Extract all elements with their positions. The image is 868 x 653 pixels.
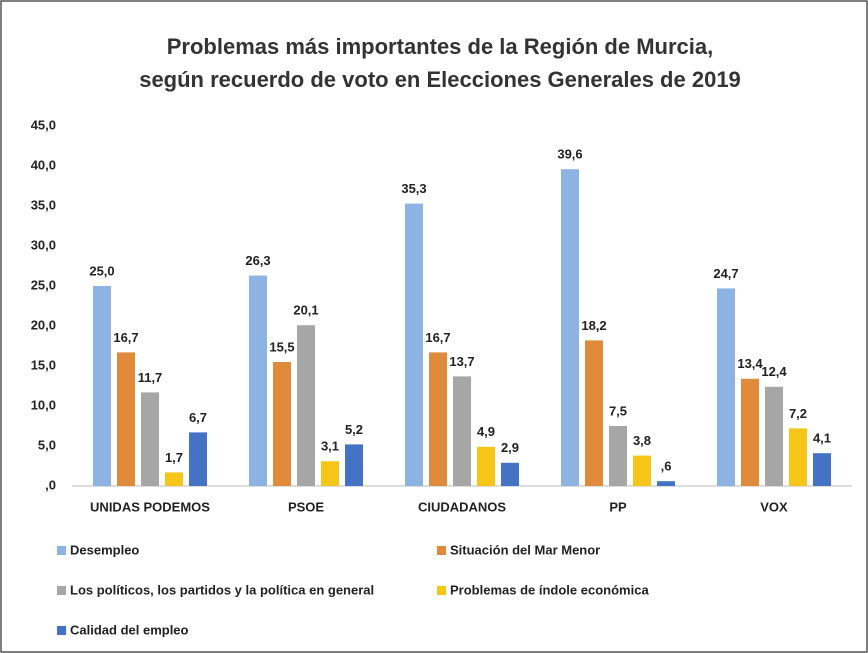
data-label: 12,4: [761, 364, 787, 379]
y-tick-label: 5,0: [38, 437, 56, 452]
legend-label: Los políticos, los partidos y la polític…: [70, 582, 374, 597]
data-label: 24,7: [713, 266, 738, 281]
data-label: 7,2: [789, 406, 807, 421]
data-label: 39,6: [557, 147, 582, 162]
y-tick-label: 30,0: [31, 237, 56, 252]
bar: [633, 455, 651, 486]
y-tick-label: 45,0: [31, 117, 56, 132]
y-tick-label: 35,0: [31, 197, 56, 212]
bar: [453, 376, 471, 486]
data-label: 16,7: [113, 330, 138, 345]
legend-label: Desempleo: [70, 542, 139, 557]
bar: [429, 352, 447, 486]
y-tick-label: 25,0: [31, 277, 56, 292]
data-label: 15,5: [269, 339, 294, 354]
data-label: 13,4: [737, 356, 763, 371]
x-tick-label: PSOE: [288, 499, 324, 514]
y-tick-label: ,0: [45, 477, 56, 492]
y-tick-label: 10,0: [31, 397, 56, 412]
bar: [501, 462, 519, 486]
chart-title: según recuerdo de voto en Elecciones Gen…: [139, 67, 741, 92]
data-label: 16,7: [425, 330, 450, 345]
legend-swatch: [437, 546, 446, 555]
legend-label: Problemas de índole económica: [450, 582, 649, 597]
data-label: 20,1: [293, 303, 318, 318]
data-label: 7,5: [609, 403, 627, 418]
bar: [765, 386, 783, 486]
data-label: 25,0: [89, 263, 114, 278]
bar: [561, 169, 579, 486]
legend-swatch: [437, 586, 446, 595]
data-label: 1,7: [165, 450, 183, 465]
legend-swatch: [57, 586, 66, 595]
bar: [249, 275, 267, 486]
bar: [141, 392, 159, 486]
x-tick-label: CIUDADANOS: [418, 499, 506, 514]
bar: [93, 286, 111, 486]
data-label: 2,9: [501, 440, 519, 455]
data-label: 4,1: [813, 431, 831, 446]
bar: [117, 352, 135, 486]
bar: [717, 288, 735, 486]
bar: [741, 378, 759, 486]
data-label: ,6: [661, 459, 672, 474]
bar: [165, 472, 183, 486]
bar: [345, 444, 363, 486]
bar: [297, 325, 315, 486]
bar: [609, 426, 627, 486]
data-label: 6,7: [189, 410, 207, 425]
data-label: 5,2: [345, 422, 363, 437]
data-label: 4,9: [477, 424, 495, 439]
legend-swatch: [57, 546, 66, 555]
data-label: 35,3: [401, 181, 426, 196]
bar: [189, 432, 207, 486]
data-label: 3,8: [633, 433, 651, 448]
bar: [273, 362, 291, 486]
x-tick-label: UNIDAS PODEMOS: [90, 499, 210, 514]
bar: [405, 203, 423, 486]
bar: [477, 446, 495, 486]
legend-label: Calidad del empleo: [70, 622, 189, 637]
bar: [321, 461, 339, 486]
data-label: 26,3: [245, 253, 270, 268]
bar: [813, 453, 831, 486]
x-tick-label: PP: [609, 499, 627, 514]
legend-swatch: [57, 626, 66, 635]
data-label: 18,2: [581, 318, 606, 333]
chart-title: Problemas más importantes de la Región d…: [167, 34, 714, 59]
bar: [789, 428, 807, 486]
y-tick-label: 20,0: [31, 317, 56, 332]
legend-label: Situación del Mar Menor: [450, 542, 600, 557]
x-tick-label: VOX: [760, 499, 788, 514]
data-label: 11,7: [138, 370, 163, 385]
bar: [657, 481, 675, 486]
bar: [585, 340, 603, 486]
data-label: 3,1: [321, 439, 339, 454]
y-tick-label: 40,0: [31, 157, 56, 172]
data-label: 13,7: [449, 354, 474, 369]
y-tick-label: 15,0: [31, 357, 56, 372]
